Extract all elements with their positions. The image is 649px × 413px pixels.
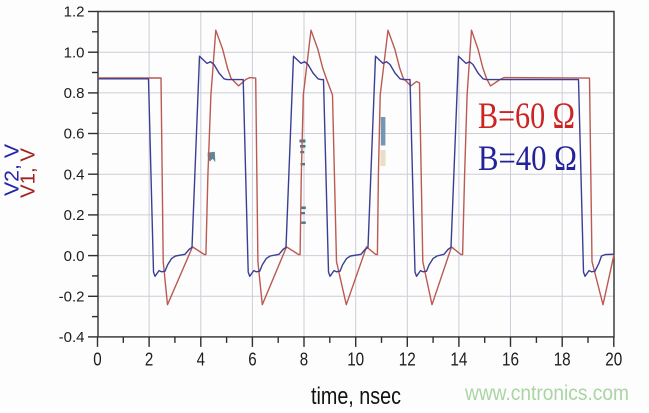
- svg-text:4: 4: [197, 350, 205, 370]
- svg-text:B=60 Ω: B=60 Ω: [478, 96, 575, 137]
- svg-text:0.6: 0.6: [64, 126, 85, 143]
- svg-text:-0.4: -0.4: [59, 329, 85, 346]
- svg-text:18: 18: [554, 350, 571, 370]
- svg-text:-0.2: -0.2: [59, 289, 85, 306]
- svg-text:20: 20: [605, 350, 622, 370]
- svg-text:10: 10: [347, 350, 364, 370]
- svg-text:www.cntronics.com: www.cntronics.com: [464, 382, 629, 405]
- svg-text:1.0: 1.0: [64, 44, 85, 61]
- svg-text:0.8: 0.8: [64, 85, 85, 102]
- svg-text:1.2: 1.2: [64, 4, 85, 21]
- svg-text:16: 16: [502, 350, 519, 370]
- svg-text:0.0: 0.0: [64, 248, 85, 265]
- svg-text:time, nsec: time, nsec: [311, 383, 401, 408]
- svg-text:6: 6: [248, 350, 256, 370]
- svg-text:14: 14: [450, 350, 467, 370]
- svg-text:B=40 Ω: B=40 Ω: [478, 138, 577, 178]
- svg-text:0: 0: [93, 350, 101, 370]
- svg-text:2: 2: [145, 350, 153, 370]
- svg-text:V2, V: V2, V: [2, 143, 24, 196]
- svg-text:0.4: 0.4: [64, 166, 85, 183]
- svg-text:8: 8: [300, 350, 308, 370]
- svg-text:0.2: 0.2: [64, 207, 85, 224]
- svg-text:12: 12: [399, 350, 416, 370]
- svg-text:V1, V: V1, V: [18, 147, 40, 198]
